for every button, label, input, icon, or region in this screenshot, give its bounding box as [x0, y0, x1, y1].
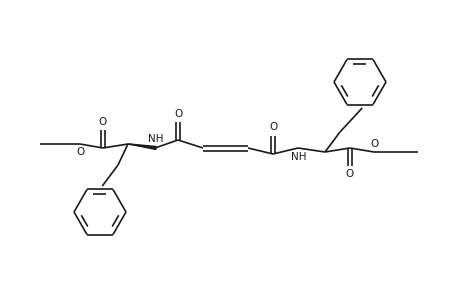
Text: NH: NH	[148, 134, 163, 144]
Text: O: O	[345, 169, 353, 179]
Text: O: O	[174, 109, 183, 119]
Text: O: O	[269, 122, 278, 132]
Text: O: O	[77, 147, 85, 157]
Text: O: O	[99, 117, 107, 127]
Polygon shape	[129, 144, 156, 149]
Text: NH: NH	[291, 152, 306, 162]
Text: O: O	[370, 139, 378, 149]
